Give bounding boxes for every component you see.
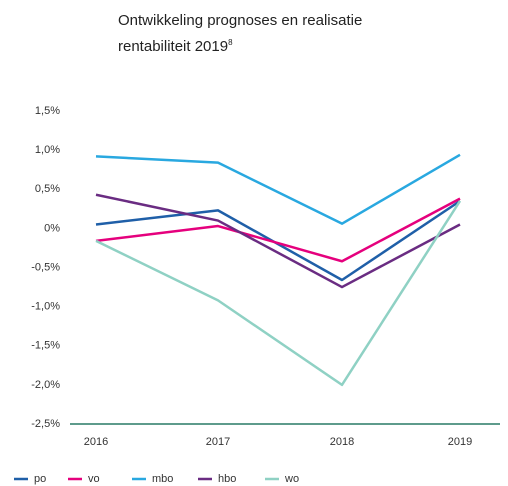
y-tick-label: -1,5% <box>31 340 60 352</box>
y-tick-label: -2,0% <box>31 379 60 391</box>
y-tick-label: -0,5% <box>31 261 60 273</box>
y-tick-label: 0% <box>44 222 60 234</box>
chart-title-block: Ontwikkeling prognoses en realisatie ren… <box>118 10 408 58</box>
legend-label: mbo <box>152 473 173 485</box>
y-tick-label: 0,5% <box>35 183 60 195</box>
y-tick-label: 1,5% <box>35 105 60 117</box>
series-line <box>95 193 461 289</box>
y-tick-label: -1,0% <box>31 301 60 313</box>
legend-label: wo <box>284 473 299 485</box>
chart-title: Ontwikkeling prognoses en realisatie ren… <box>118 12 363 55</box>
legend-label: hbo <box>218 473 236 485</box>
x-tick-label: 2017 <box>206 436 230 448</box>
legend-label: vo <box>88 473 100 485</box>
y-tick-label: 1,0% <box>35 144 60 156</box>
x-tick-label: 2016 <box>84 436 108 448</box>
series-line <box>95 153 461 225</box>
series-line <box>95 200 462 387</box>
footnote-marker: 8 <box>228 38 233 47</box>
legend-label: po <box>34 473 46 485</box>
y-tick-label: -2,5% <box>31 418 60 430</box>
series-line <box>95 199 461 282</box>
x-tick-label: 2019 <box>448 436 472 448</box>
series-line <box>95 197 461 263</box>
x-tick-label: 2018 <box>330 436 354 448</box>
